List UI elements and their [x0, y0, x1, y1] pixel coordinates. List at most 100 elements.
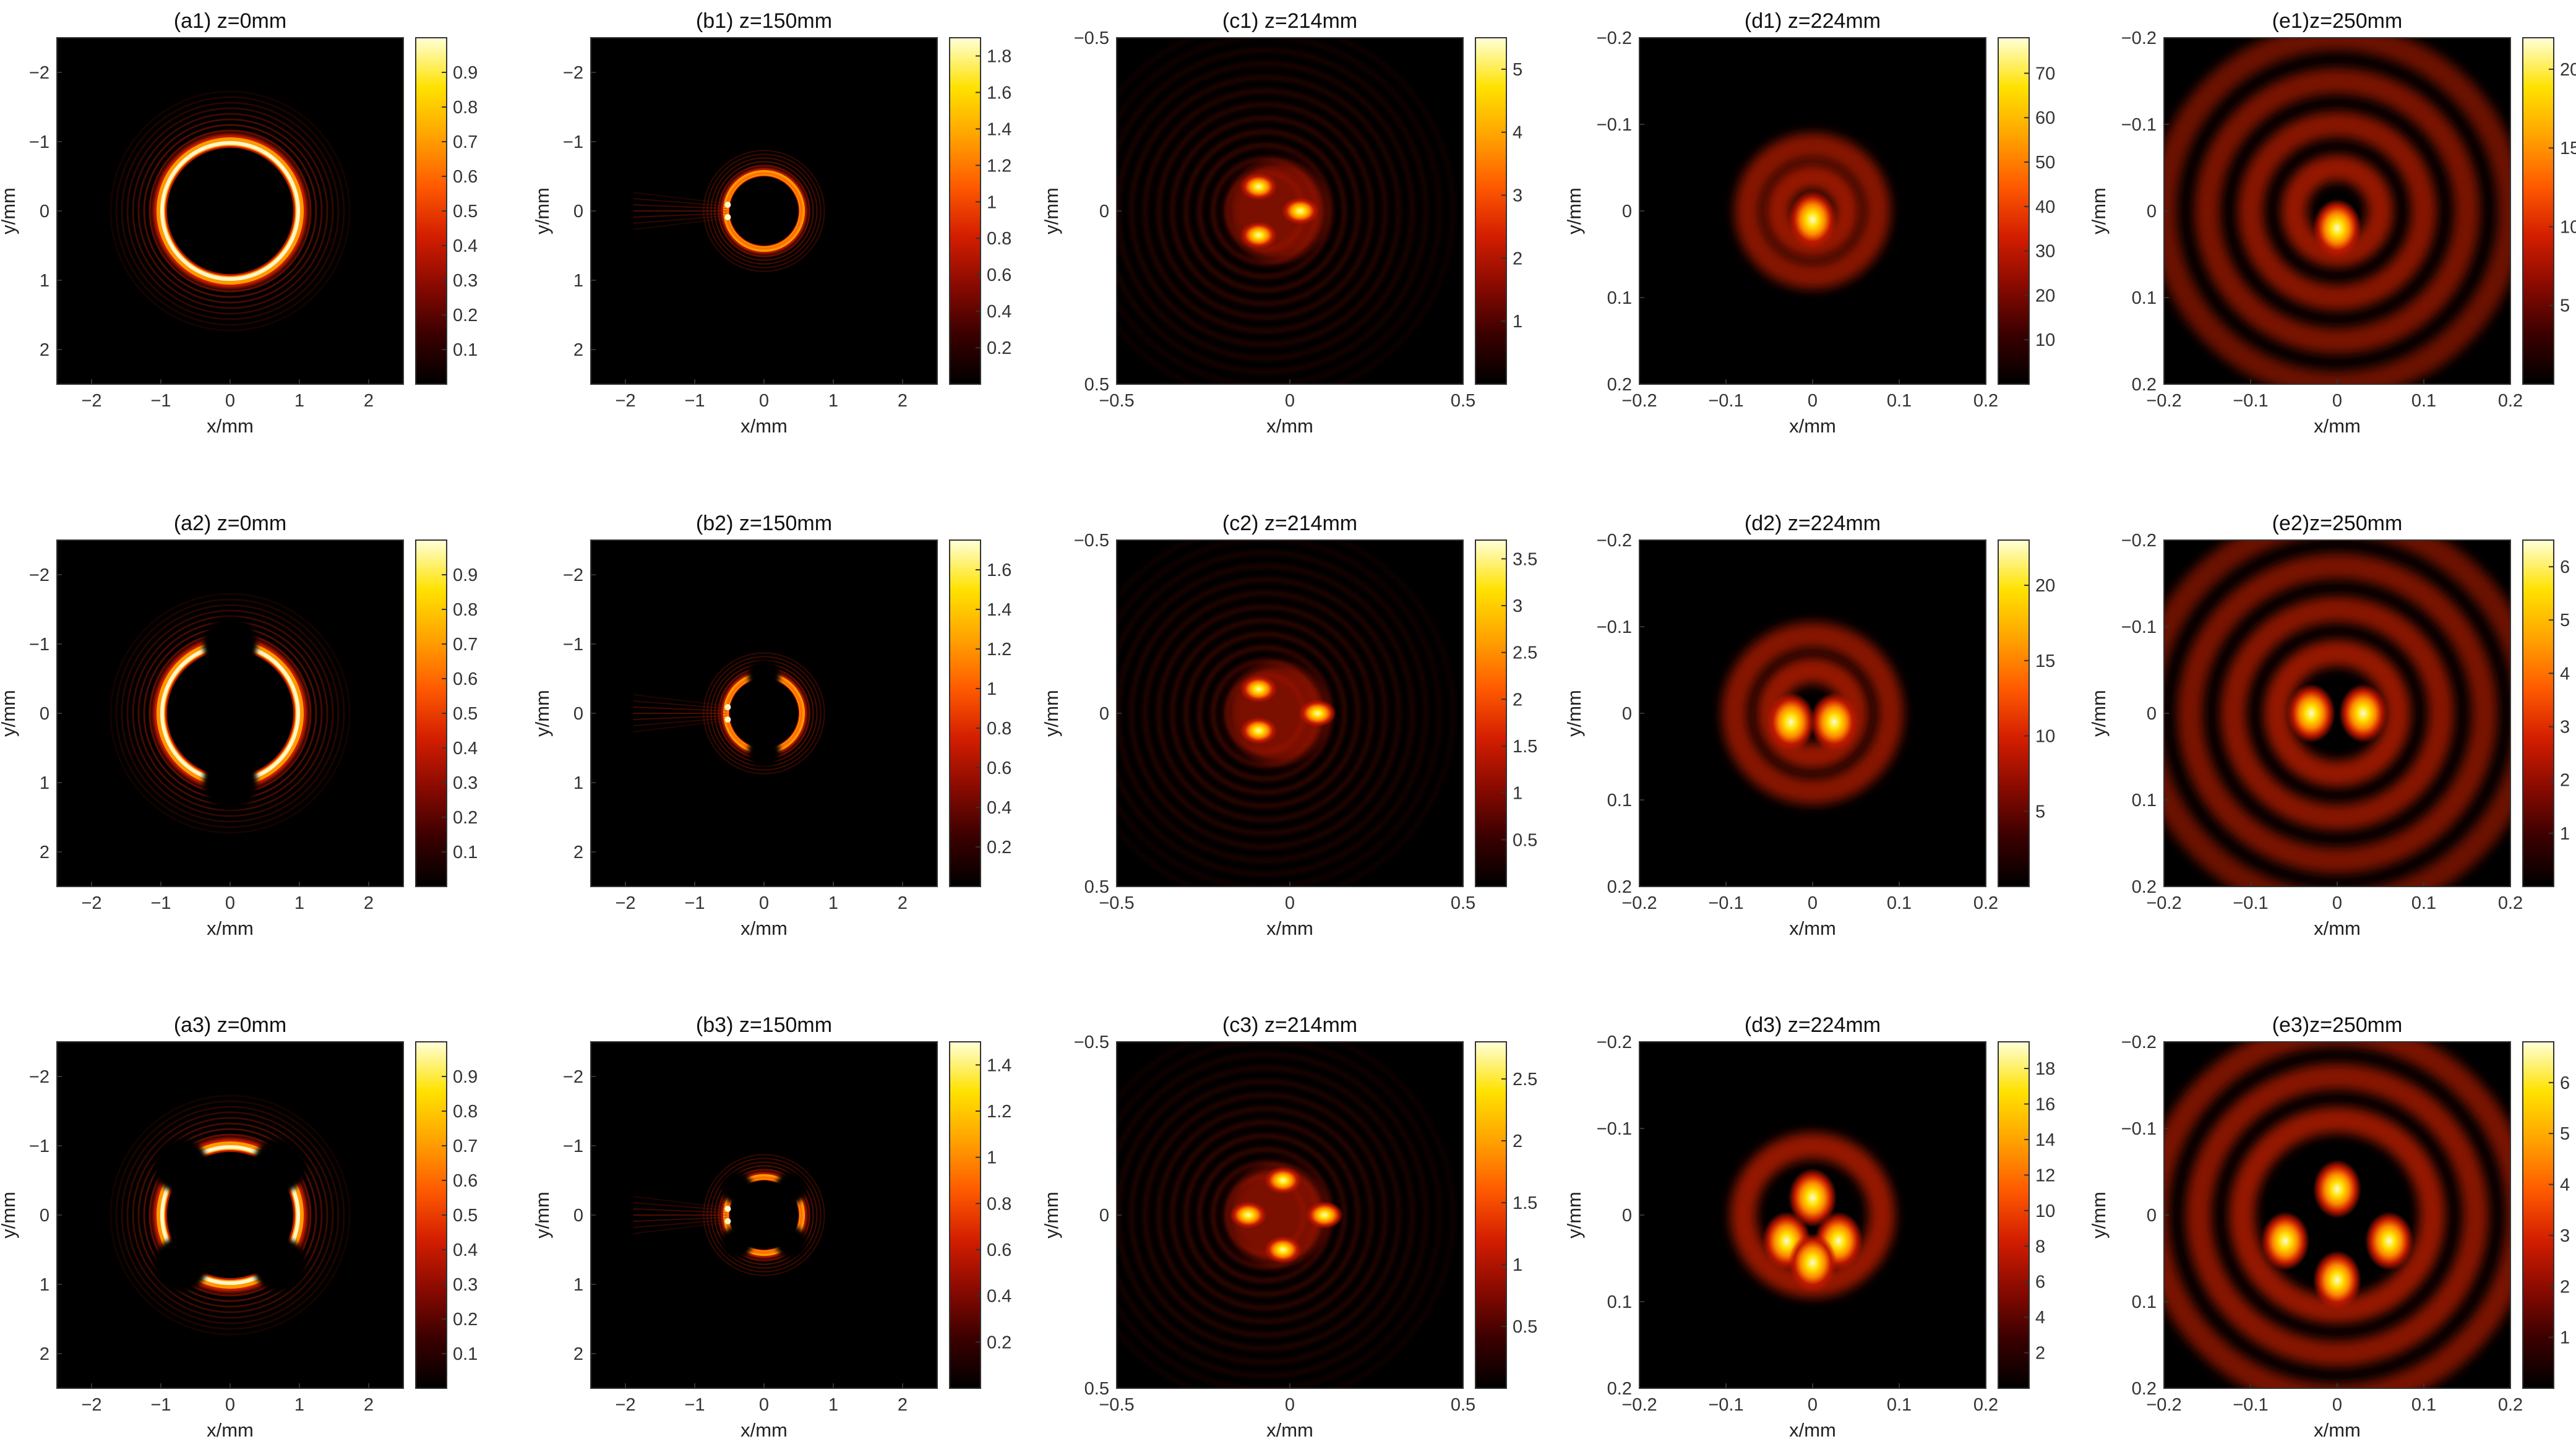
- x-tick-label: 0: [759, 893, 769, 913]
- x-tick-label: 2: [898, 391, 908, 411]
- intensity-spot: [1240, 717, 1277, 744]
- y-tick-label: 0: [2147, 202, 2157, 221]
- y-tick-label: 0.5: [1084, 877, 1109, 897]
- diffraction-ring: [1722, 622, 1904, 804]
- diffraction-fringe: [1117, 540, 1442, 887]
- intensity-field: [633, 652, 825, 775]
- x-tick-label: 0: [759, 1395, 769, 1415]
- x-tick-label: −0.1: [2233, 1395, 2268, 1415]
- diffraction-fringe: [115, 96, 345, 326]
- streak-fringe: [633, 1217, 726, 1222]
- colorbar-tick-label: 10: [2560, 217, 2576, 237]
- x-tick-label: 2: [364, 1395, 374, 1415]
- intensity-spot: [2364, 1211, 2414, 1271]
- y-axis-label: y/mm: [2088, 1192, 2110, 1239]
- y-tick-label: −1: [563, 1136, 583, 1156]
- intensity-spot: [1264, 1167, 1302, 1194]
- ring-gap: [252, 1237, 307, 1292]
- y-axis-label: y/mm: [2088, 187, 2110, 234]
- panel-title: (e2)z=250mm: [2272, 512, 2403, 535]
- x-tick-label: −0.1: [1708, 391, 1743, 411]
- colorbar-tick-label: 0.2: [453, 306, 478, 325]
- diffraction-ring: [2194, 68, 2480, 354]
- x-tick-label: −2: [81, 893, 101, 913]
- diffraction-fringe: [1197, 143, 1333, 279]
- colorbar-tick-label: 0.4: [987, 302, 1011, 322]
- colorbar-tick-label: 0.8: [453, 1102, 478, 1122]
- panel-e2: (e2)z=250mm−0.2 −0.1 0 0.1 0.2−0.2−0.100.10.…: [2088, 512, 2570, 939]
- diffraction-fringe: [109, 593, 351, 834]
- diffraction-fringe: [1143, 88, 1388, 333]
- ring-gap: [748, 659, 780, 692]
- diffraction-fringe: [137, 118, 323, 304]
- x-axis-label: x/mm: [1789, 415, 1836, 437]
- colorbar-tick-label: 0.2: [453, 1310, 478, 1330]
- y-tick-label: 0.2: [1607, 375, 1632, 395]
- ring-core: [725, 172, 803, 250]
- x-tick-label: −0.1: [1708, 893, 1743, 913]
- intensity-spot: [1788, 1168, 1837, 1227]
- x-tick-label: 0: [1285, 1395, 1295, 1415]
- x-tick-label: 0.1: [1887, 391, 1912, 411]
- diffraction-fringe: [109, 90, 351, 332]
- panel-title: (b1) z=150mm: [696, 9, 832, 33]
- intensity-field: [2164, 38, 2510, 384]
- y-tick-label: 0.1: [2132, 791, 2157, 810]
- y-tick-label: 0.2: [2132, 1379, 2157, 1399]
- y-tick-label: −0.1: [2121, 115, 2157, 135]
- y-tick-label: 0.1: [1607, 1292, 1632, 1312]
- x-tick-label: −0.2: [2146, 391, 2181, 411]
- x-tick-label: 2: [364, 391, 374, 411]
- diffraction-ring: [2238, 111, 2437, 311]
- x-tick-label: 0.1: [2411, 391, 2436, 411]
- y-tick-label: −0.2: [2121, 531, 2157, 551]
- colorbar-tick-label: 1.8: [987, 46, 1011, 66]
- colorbar-tick-label: 20: [2035, 286, 2055, 306]
- x-tick-label: −1: [684, 391, 705, 411]
- y-tick-label: 0: [1099, 1206, 1109, 1226]
- x-axis-label: x/mm: [2314, 917, 2361, 939]
- colorbar-tick-label: 1: [1513, 784, 1522, 804]
- y-tick-label: 0: [573, 704, 583, 724]
- colorbar-tick-label: 3: [2560, 718, 2570, 737]
- x-tick-label: 0: [2332, 893, 2342, 913]
- colorbar: [949, 539, 981, 887]
- ring-gap: [203, 755, 257, 810]
- diffraction-fringe: [1143, 591, 1388, 836]
- y-tick-label: 2: [40, 843, 49, 862]
- panel-title: (d3) z=224mm: [1745, 1013, 1881, 1037]
- intensity-field: [633, 1154, 825, 1276]
- panel-e1: (e1)z=250mm−0.2 −0.1 0 0.1 0.2−0.2−0.100.10.…: [2088, 9, 2576, 437]
- y-axis-label: y/mm: [531, 187, 553, 234]
- diffraction-fringe: [1143, 1093, 1388, 1338]
- panel-title: (b3) z=150mm: [696, 1013, 832, 1037]
- x-tick-label: 2: [364, 893, 374, 913]
- y-axis-label: y/mm: [1041, 187, 1062, 234]
- intensity-spot: [1281, 197, 1319, 225]
- y-tick-label: −0.2: [1597, 1033, 1632, 1052]
- x-tick-label: −0.5: [1099, 1395, 1134, 1415]
- colorbar: [949, 37, 981, 385]
- colorbar-tick-label: 3: [2560, 1226, 2570, 1246]
- x-tick-label: −1: [684, 893, 705, 913]
- diffraction-fringe: [132, 113, 328, 309]
- x-tick-label: 0: [1808, 1395, 1818, 1415]
- y-tick-label: −2: [563, 565, 583, 585]
- diffraction-fringe: [1117, 550, 1428, 877]
- colorbar-tick-label: 0.8: [987, 719, 1011, 739]
- diffraction-fringe: [126, 107, 334, 315]
- colorbar: [949, 1041, 981, 1389]
- colorbar: [2522, 37, 2554, 385]
- ring-gap: [721, 1226, 753, 1258]
- x-axis-label: x/mm: [207, 917, 254, 939]
- x-axis-label: x/mm: [2314, 1419, 2361, 1441]
- x-tick-label: 0.1: [2411, 1395, 2436, 1415]
- diffraction-fringe: [1117, 1042, 1442, 1388]
- diffraction-fringe: [1129, 577, 1401, 849]
- ring-gap: [203, 617, 257, 671]
- streak-fringe: [633, 218, 726, 230]
- y-tick-label: 0: [2147, 704, 2157, 724]
- colorbar-tick-label: 1.2: [987, 156, 1011, 176]
- x-tick-label: −1: [150, 893, 171, 913]
- panel-title: (c2) z=214mm: [1222, 512, 1357, 535]
